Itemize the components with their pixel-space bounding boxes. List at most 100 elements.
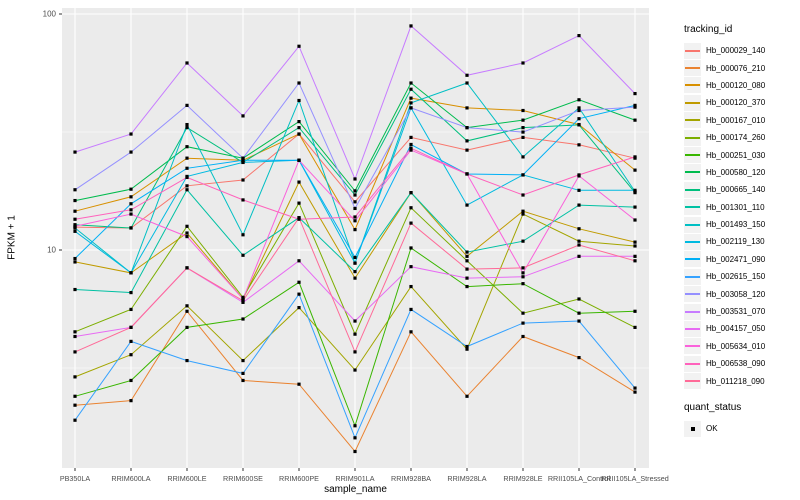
data-point: [185, 126, 189, 130]
y-tick-label: 100: [43, 10, 57, 19]
data-point: [409, 284, 413, 289]
data-point: [633, 103, 637, 107]
data-point: [73, 403, 77, 407]
data-point: [241, 297, 245, 301]
x-tick-label: RRIM600SE: [223, 474, 263, 483]
data-point: [577, 143, 581, 147]
data-point: [241, 299, 245, 303]
legend-entry-label: Hb_005634_010: [706, 341, 766, 351]
data-point: [73, 226, 77, 230]
legend-entry-Hb_000120_370: Hb_000120_370: [684, 94, 765, 111]
data-point: [73, 209, 77, 213]
data-point: [129, 202, 133, 206]
data-point: [185, 358, 189, 363]
data-point: [409, 135, 413, 139]
data-point: [73, 375, 77, 379]
data-point: [185, 231, 189, 235]
data-point: [633, 244, 637, 248]
legend-entry-label: Hb_000580_120: [706, 167, 766, 177]
data-point: [297, 98, 301, 103]
data-point: [297, 216, 301, 220]
data-point: [577, 319, 581, 323]
data-point: [465, 394, 469, 398]
data-point: [353, 350, 357, 354]
data-point: [409, 101, 413, 105]
data-point: [353, 436, 357, 440]
data-point: [521, 282, 525, 286]
data-point: [129, 132, 133, 136]
data-point: [129, 212, 133, 216]
legend-key-icon: [684, 303, 701, 320]
legend-entry-Hb_011218_090: Hb_011218_090: [684, 372, 765, 390]
legend-entry-label: Hb_003058_120: [706, 289, 766, 299]
data-point: [409, 142, 413, 147]
data-point: [409, 24, 413, 28]
data-point: [241, 378, 245, 383]
data-point: [633, 309, 637, 313]
legend-entry-label: OK: [706, 424, 718, 433]
data-point: [185, 304, 189, 308]
data-point: [521, 266, 525, 270]
x-tick-label: RRII105LA_Stressed: [601, 474, 669, 483]
legend-key-icon: [684, 216, 701, 233]
data-point: [521, 239, 525, 243]
legend: tracking_id Hb_000029_140 Hb_000076_210 Hb…: [684, 24, 765, 437]
legend-key-icon: [684, 129, 701, 146]
data-point: [521, 126, 525, 130]
data-point: [577, 188, 581, 192]
data-point: [241, 371, 245, 375]
data-point: [185, 166, 189, 170]
data-point: [577, 243, 581, 247]
legend-entry-label: Hb_000120_080: [706, 80, 766, 90]
legend-key-icon: [684, 147, 701, 164]
data-point: [409, 246, 413, 250]
data-point: [465, 259, 469, 263]
data-point: [241, 156, 245, 160]
data-point: [465, 203, 469, 207]
data-point: [409, 96, 413, 100]
legend-key-icon: [684, 77, 701, 94]
data-point: [633, 240, 637, 244]
data-point: [73, 198, 77, 203]
data-point: [409, 265, 413, 269]
data-point: [577, 355, 581, 360]
data-point: [73, 223, 77, 227]
data-point: [353, 215, 357, 219]
legend-key-icon: [684, 233, 701, 250]
data-point: [633, 91, 637, 96]
data-point: [353, 255, 357, 260]
data-point: [577, 106, 581, 110]
data-point: [73, 229, 77, 233]
data-point: [73, 350, 77, 354]
data-point: [633, 325, 637, 329]
legend-entry-label: Hb_003531_070: [706, 307, 766, 317]
data-point: [185, 61, 189, 65]
data-point: [297, 292, 301, 296]
data-point: [633, 205, 637, 209]
data-point: [465, 148, 469, 152]
data-point: [633, 168, 637, 172]
data-point: [521, 173, 525, 177]
data-point: [521, 334, 525, 339]
data-point: [353, 269, 357, 274]
legend-title-tracking-id: tracking_id: [684, 24, 733, 35]
data-point: [633, 188, 637, 192]
data-point: [577, 239, 581, 243]
x-axis-title: sample_name: [324, 484, 387, 495]
legend-entry-label: Hb_000251_030: [706, 150, 766, 160]
data-point: [297, 126, 301, 130]
data-point: [241, 178, 245, 182]
data-point: [297, 119, 301, 124]
data-point: [297, 201, 301, 205]
data-point: [465, 267, 469, 271]
data-point: [465, 126, 469, 130]
legend-entry-label: Hb_002471_090: [706, 254, 766, 264]
x-tick-label: PB350LA: [60, 474, 91, 483]
legend-entry-Hb_003058_120: Hb_003058_120: [684, 285, 766, 303]
data-point: [129, 339, 133, 343]
data-point: [185, 145, 189, 149]
data-point: [633, 259, 637, 263]
legend-entry-Hb_000665_140: Hb_000665_140: [684, 181, 765, 198]
